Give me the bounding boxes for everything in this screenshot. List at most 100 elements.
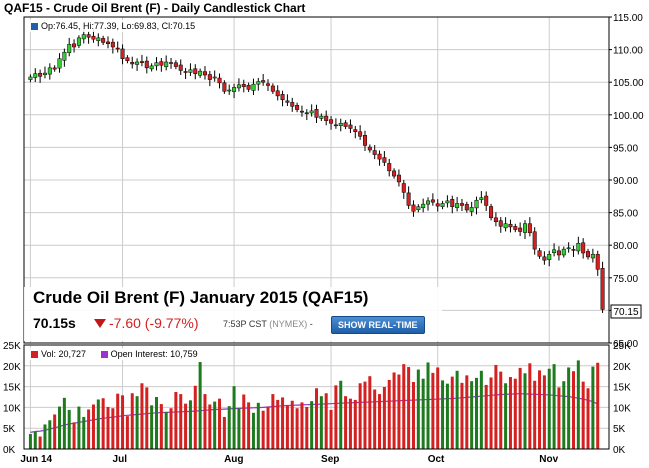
candle-body	[125, 57, 130, 61]
volume-bar	[392, 372, 396, 449]
candle-body	[57, 58, 62, 69]
candle-body	[333, 124, 338, 127]
volume-bar	[421, 378, 425, 449]
volume-bar	[266, 406, 270, 449]
candle-body	[348, 124, 353, 129]
volume-bar	[397, 374, 401, 449]
candle-body	[236, 84, 241, 89]
volume-bar	[58, 406, 62, 449]
candle-body	[86, 34, 91, 38]
candle-body	[527, 223, 532, 234]
volume-bar	[28, 434, 32, 449]
volume-bar	[116, 393, 120, 449]
price-tick-label: 110.00	[613, 46, 643, 57]
price-tick-label: 115.00	[613, 13, 643, 24]
volume-bar	[295, 408, 299, 449]
volume-bar	[552, 364, 556, 449]
volume-bar	[77, 406, 81, 449]
candle-body	[489, 206, 494, 219]
volume-bar	[455, 370, 459, 449]
volume-tick-label-right: 25K	[613, 341, 631, 352]
volume-tick-label-left: 25K	[3, 341, 21, 352]
volume-bar	[387, 379, 391, 449]
candle-body	[523, 223, 527, 233]
volume-bar	[101, 398, 105, 449]
candle-body	[600, 268, 605, 310]
candle-body	[329, 119, 334, 124]
candle-body	[120, 48, 125, 59]
candle-body	[595, 254, 600, 270]
candle-body	[173, 62, 178, 67]
volume-bar	[179, 394, 183, 449]
candle-body	[149, 65, 154, 70]
volume-bar	[344, 396, 348, 449]
candle-body	[241, 84, 246, 88]
volume-bar	[174, 392, 178, 449]
volume-bar	[91, 404, 95, 449]
date-tick-label: Nov	[539, 454, 558, 465]
candle-body	[309, 110, 314, 114]
volume-tick-label-left: 0K	[3, 445, 16, 456]
volume-bar	[154, 397, 158, 449]
candle-body	[169, 62, 174, 64]
candle-body	[343, 122, 348, 127]
candle-body	[464, 204, 469, 211]
candle-body	[115, 47, 120, 50]
volume-bar	[358, 383, 362, 449]
volume-bar	[402, 364, 406, 449]
volume-bar	[460, 382, 464, 449]
volume-bar	[96, 399, 100, 449]
volume-bar	[53, 414, 57, 449]
show-real-time-button[interactable]: SHOW REAL-TIME	[331, 316, 425, 334]
volume-bar	[261, 410, 265, 449]
down-arrow-icon	[94, 319, 106, 328]
volume-bar	[368, 376, 372, 449]
candle-body	[377, 153, 382, 160]
volume-bar	[581, 381, 585, 449]
candle-body	[416, 206, 421, 210]
candle-body	[459, 203, 464, 206]
candle-body	[295, 105, 300, 110]
candle-body	[440, 203, 445, 207]
volume-tick-label-right: 5K	[613, 424, 626, 435]
candle-body	[358, 131, 363, 137]
volume-bar	[431, 372, 435, 449]
volume-bar	[504, 383, 508, 449]
volume-bar	[300, 402, 304, 449]
candle-body	[101, 38, 106, 43]
volume-tick-label-right: 15K	[613, 383, 631, 394]
candle-body	[135, 61, 140, 65]
candle-body	[445, 200, 450, 204]
volume-bar	[353, 399, 357, 449]
volume-bar	[38, 436, 42, 449]
volume-bar	[494, 364, 498, 449]
candle-body	[280, 94, 285, 101]
volume-bar	[271, 394, 275, 449]
candle-body	[576, 242, 581, 252]
price-tick-label: 75.00	[613, 274, 638, 285]
ohlc-legend: Op:76.45, Hi:77.39, Lo:69.83, Cl:70.15	[28, 20, 199, 32]
price-tick-label: 100.00	[613, 111, 644, 122]
candle-body	[566, 247, 571, 250]
volume-bar	[470, 381, 474, 449]
candle-body	[362, 135, 367, 146]
candle-body	[493, 217, 498, 222]
candle-body	[164, 61, 169, 68]
volume-bar	[334, 385, 338, 449]
volume-bar	[378, 394, 382, 449]
volume-bar	[475, 377, 479, 449]
date-tick-label: Sep	[321, 454, 339, 465]
volume-bar	[576, 360, 580, 449]
candle-body	[421, 203, 426, 209]
volume-bar	[125, 416, 129, 449]
volume-bar	[547, 368, 551, 449]
candle-body	[256, 81, 261, 85]
candle-body	[503, 223, 508, 229]
candle-body	[212, 76, 217, 79]
candle-body	[251, 83, 256, 91]
candle-body	[261, 80, 266, 83]
candle-body	[406, 192, 411, 206]
volume-bar	[67, 409, 71, 449]
volume-bar	[314, 388, 319, 449]
